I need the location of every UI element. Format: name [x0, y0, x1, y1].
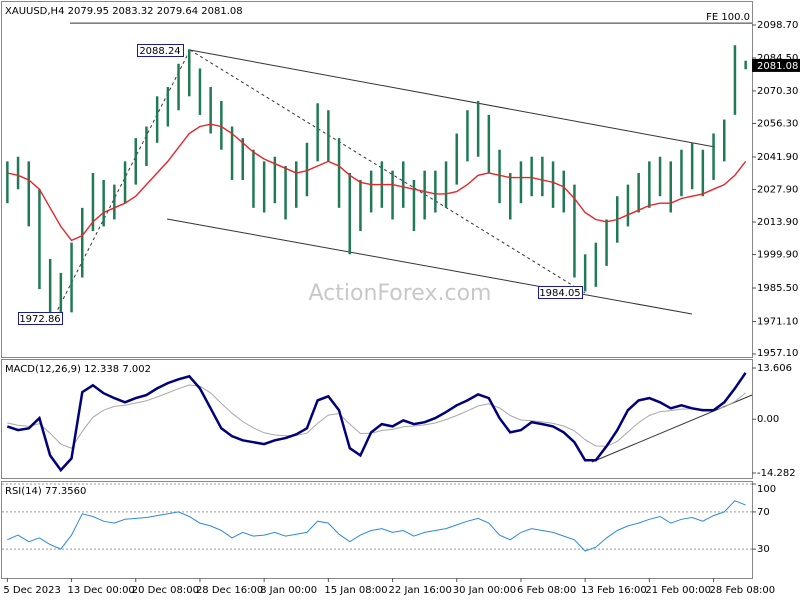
close: 2081.08	[201, 6, 242, 17]
high-label: 2088.24	[139, 46, 180, 57]
y-tick-label: 1999.90	[757, 250, 798, 261]
price-tag	[752, 58, 800, 72]
price-tag-label: 2081.08	[757, 61, 798, 72]
low-label: 1972.86	[19, 314, 60, 325]
x-tick-label: 28 Dec 16:00	[196, 585, 263, 596]
y-tick-label: 1985.50	[757, 283, 798, 294]
symbol: XAUUSD,H4	[5, 6, 64, 17]
x-tick-label: 28 Feb 08:00	[710, 585, 776, 596]
x-tick-label: 30 Jan 00:00	[453, 585, 516, 596]
rsi-panel	[1, 481, 753, 579]
x-tick-label: 6 Feb 08:00	[517, 585, 576, 596]
label-box	[137, 44, 184, 57]
y-tick-label: 2027.90	[757, 184, 798, 195]
y-tick-label: 13.606	[757, 363, 792, 374]
line	[7, 500, 746, 552]
watermark: ActionForex.com	[309, 281, 492, 306]
high: 2083.32	[112, 6, 153, 17]
y-tick-label: 2013.90	[757, 217, 798, 228]
open: 2079.95	[68, 6, 109, 17]
y-tick-label: 100	[757, 484, 776, 495]
macd-value: 12.338	[84, 364, 119, 375]
x-tick-label: 8 Jan 00:00	[260, 585, 317, 596]
line	[7, 123, 747, 242]
y-tick-label: 1957.10	[757, 348, 798, 359]
x-tick-label: 22 Jan 16:00	[389, 585, 452, 596]
marks: 2098.70 2084.50 2070.30 2056.30 2041.90 2027.…	[2, 12, 800, 596]
y-tick-label: -14.282	[757, 468, 796, 479]
y-tick-label: 2056.30	[757, 118, 798, 129]
low: 2079.64	[157, 6, 198, 17]
x-tick-label: 15 Jan 08:00	[324, 585, 387, 596]
rsi-title: RSI(14)	[5, 486, 42, 497]
x-tick-label: 13 Dec 00:00	[68, 585, 135, 596]
y-tick-label: 30	[757, 544, 770, 555]
channel-lower	[166, 218, 693, 315]
annotation-label: FE 100.0	[706, 12, 750, 23]
x-tick-label: 13 Feb 16:00	[581, 585, 647, 596]
y-tick-label: 2098.70	[757, 20, 798, 31]
fib-line	[189, 49, 586, 294]
macd-header: MACD(12,26,9) 12.338 7.002	[5, 364, 151, 375]
y-tick-label: 2041.90	[757, 152, 798, 163]
macd-title: MACD(12,26,9)	[5, 364, 81, 375]
label-box	[18, 312, 63, 325]
rsi-value: 77.3560	[45, 486, 86, 497]
y-tick-label: 2070.30	[757, 86, 798, 97]
y-tick-label: 1971.10	[757, 316, 798, 327]
label-box	[538, 286, 583, 299]
rsi-header: RSI(14) 77.3560	[5, 486, 86, 497]
signal-value: 7.002	[122, 364, 151, 375]
y-tick-label: 0.00	[757, 414, 779, 425]
y-tick-label: 70	[757, 507, 770, 518]
x-tick-label: 21 Feb 00:00	[645, 585, 711, 596]
line	[6, 372, 747, 473]
x-tick-label: 5 Dec 2023	[3, 585, 61, 596]
price-panel	[1, 1, 753, 358]
low-label: 1984.05	[539, 288, 580, 299]
line	[7, 384, 746, 449]
y-tick-label: 2084.50	[757, 53, 798, 64]
price-header: XAUUSD,H4 2079.95 2083.32 2079.64 2081.0…	[5, 6, 243, 17]
x-tick-label: 20 Dec 08:00	[132, 585, 199, 596]
channel-upper	[189, 49, 716, 148]
